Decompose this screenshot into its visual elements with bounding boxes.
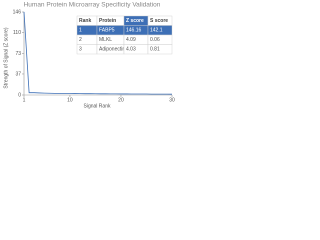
table-cell-text: 0.81 [150, 47, 160, 53]
table-cell-text: Adiponectin [99, 47, 125, 53]
x-axis-label: Signal Rank [84, 103, 111, 109]
table-header: Z score [126, 18, 144, 24]
x-tick-label: 30 [169, 97, 175, 103]
table-cell [147, 44, 173, 55]
table-cell-text: 142.1 [150, 28, 163, 34]
table-header: Rank [79, 18, 91, 24]
y-tick-label: 110 [13, 30, 21, 36]
table-header: S score [150, 18, 168, 24]
table-cell-text: 0.06 [150, 37, 160, 43]
table-cell-text: 4.09 [126, 37, 136, 43]
x-tick-label: 1 [23, 97, 26, 103]
y-tick-label: 0 [18, 92, 21, 98]
y-axis-label: Strength of Signal (Z score) [3, 27, 9, 88]
y-tick-label: 146 [13, 9, 22, 15]
y-tick-label: 37 [15, 71, 21, 77]
table-cell-text: 1 [79, 28, 82, 34]
data-line [23, 11, 173, 95]
table-header: Protein [99, 18, 116, 24]
table-cell-text: FABP5 [99, 28, 115, 34]
table-cell-text: MLKL [99, 37, 112, 43]
y-tick-label: 73 [15, 51, 21, 57]
table-cell-text: 4.03 [126, 47, 136, 53]
table-cell-text: 3 [79, 47, 82, 53]
chart-title: Human Protein Microarray Specificity Val… [24, 2, 161, 9]
chart: Human Protein Microarray Specificity Val… [3, 2, 175, 110]
x-tick-label: 20 [118, 97, 124, 103]
table-cell-text: 2 [79, 37, 82, 43]
x-tick-label: 10 [67, 97, 73, 103]
table-cell-text: 146.16 [126, 28, 142, 34]
